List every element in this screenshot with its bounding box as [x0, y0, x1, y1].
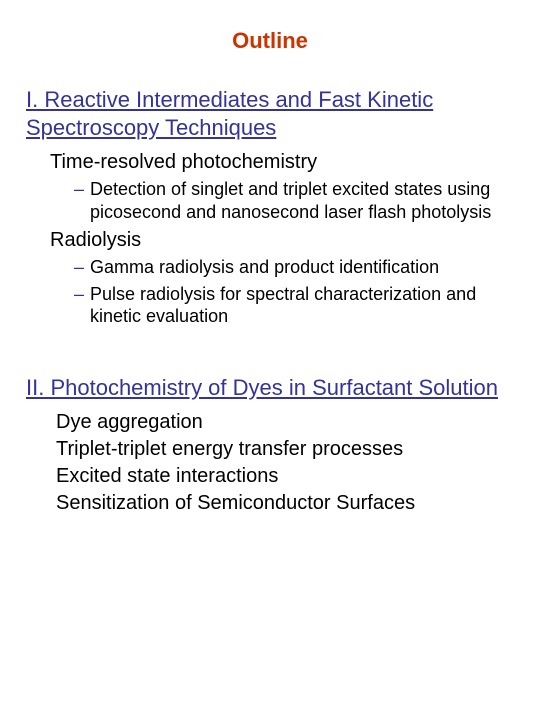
page-title: Outline [26, 28, 514, 54]
section-2: II. Photochemistry of Dyes in Surfactant… [26, 374, 514, 516]
dash-icon: – [74, 283, 84, 328]
section-2-item-1-label: Dye aggregation [56, 411, 514, 434]
section-gap [26, 332, 514, 374]
section-2-item-3-label: Excited state interactions [56, 465, 514, 488]
section-1-item-2-label: Radiolysis [50, 229, 514, 252]
section-1-item-1-bullet-1: – Detection of singlet and triplet excit… [74, 178, 514, 223]
dash-icon: – [74, 256, 84, 279]
bullet-text: Pulse radiolysis for spectral characteri… [90, 283, 514, 328]
section-2-item-4-label: Sensitization of Semiconductor Surfaces [56, 492, 514, 515]
dash-icon: – [74, 178, 84, 223]
section-1-heading: I. Reactive Intermediates and Fast Kinet… [26, 86, 514, 141]
section-2-heading: II. Photochemistry of Dyes in Surfactant… [26, 374, 514, 402]
bullet-text: Detection of singlet and triplet excited… [90, 178, 514, 223]
section-1: I. Reactive Intermediates and Fast Kinet… [26, 86, 514, 328]
section-2-item-2-label: Triplet-triplet energy transfer processe… [56, 438, 514, 461]
section-1-item-2-bullet-1: – Gamma radiolysis and product identific… [74, 256, 514, 279]
section-1-item-2-bullet-2: – Pulse radiolysis for spectral characte… [74, 283, 514, 328]
section-1-item-1-label: Time-resolved photochemistry [50, 151, 514, 174]
bullet-text: Gamma radiolysis and product identificat… [90, 256, 514, 279]
